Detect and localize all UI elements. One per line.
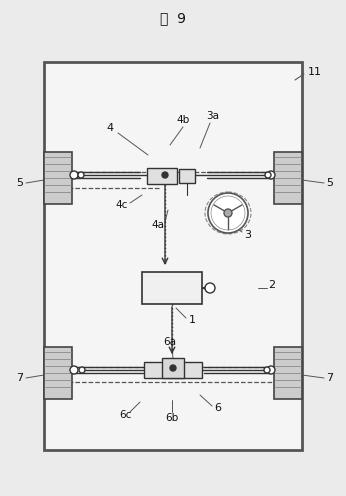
Text: 4a: 4a: [152, 220, 164, 230]
Circle shape: [162, 172, 168, 178]
Bar: [147, 168, 177, 184]
Bar: [44, 152, 72, 204]
Text: 2: 2: [268, 280, 275, 290]
Bar: [142, 272, 202, 304]
Circle shape: [265, 172, 271, 178]
Circle shape: [224, 209, 232, 217]
Bar: [162, 358, 184, 378]
Text: 3: 3: [245, 230, 252, 240]
Bar: [44, 62, 302, 450]
Text: 5: 5: [17, 178, 24, 188]
Circle shape: [267, 171, 275, 179]
Text: 4b: 4b: [176, 115, 190, 125]
Text: 11: 11: [308, 67, 322, 77]
Bar: [274, 347, 302, 399]
Circle shape: [205, 283, 215, 293]
Text: 7: 7: [326, 373, 334, 383]
Text: 3a: 3a: [207, 111, 219, 121]
Circle shape: [70, 171, 78, 179]
Text: 5: 5: [327, 178, 334, 188]
Text: 6a: 6a: [164, 337, 176, 347]
Text: 4: 4: [107, 123, 113, 133]
Circle shape: [79, 367, 85, 373]
Circle shape: [264, 367, 270, 373]
Bar: [144, 362, 202, 378]
Bar: [44, 347, 72, 399]
Text: 6b: 6b: [165, 413, 179, 423]
Text: 図  9: 図 9: [160, 11, 186, 25]
Text: 6c: 6c: [119, 410, 131, 420]
Circle shape: [170, 365, 176, 371]
Circle shape: [70, 366, 78, 374]
Text: 1: 1: [189, 315, 195, 325]
Bar: [274, 152, 302, 204]
Text: 7: 7: [17, 373, 24, 383]
Text: 6: 6: [215, 403, 221, 413]
Circle shape: [78, 172, 84, 178]
Bar: [179, 169, 195, 183]
Circle shape: [267, 366, 275, 374]
Text: 4c: 4c: [116, 200, 128, 210]
Circle shape: [208, 193, 248, 233]
